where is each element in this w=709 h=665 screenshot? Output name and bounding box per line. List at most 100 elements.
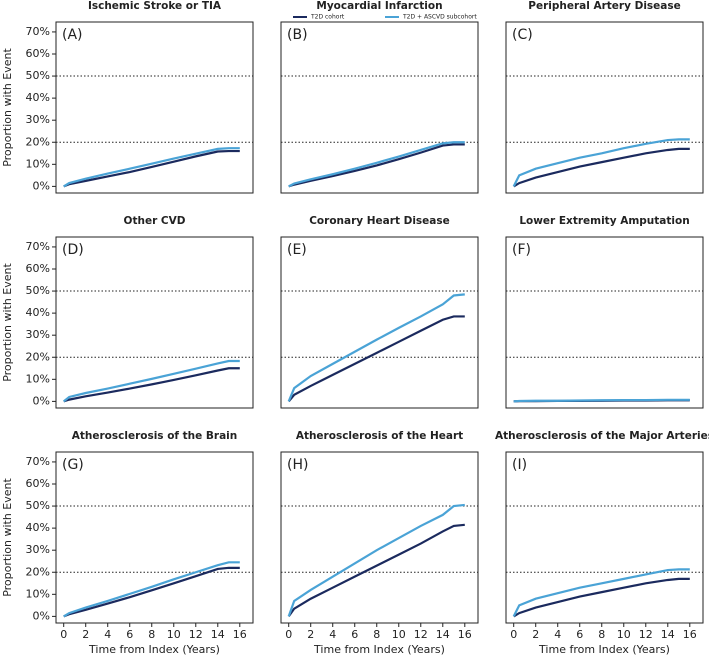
series-line — [63, 367, 240, 403]
y-tick-label: 20% — [26, 350, 50, 363]
y-tick-label: 40% — [26, 91, 50, 104]
series-line — [513, 147, 690, 188]
plot-frame — [55, 21, 254, 194]
x-tick-label: 8 — [373, 628, 380, 641]
x-axis-label: Time from Index (Years) — [88, 643, 220, 656]
x-tick-label: 8 — [598, 628, 605, 641]
x-tick-label: 16 — [458, 628, 472, 641]
series-line — [513, 398, 690, 403]
panel-label: (C) — [512, 27, 533, 43]
series-line — [512, 568, 690, 617]
series-line — [288, 143, 465, 188]
x-tick-label: 6 — [126, 628, 133, 641]
legend-label: T2D cohort — [310, 14, 345, 21]
plot-frame — [280, 21, 479, 194]
panel-title: Atherosclerosis of the Heart — [296, 430, 463, 442]
x-tick-label: 12 — [189, 628, 203, 641]
y-tick-label: 0% — [33, 609, 50, 622]
y-tick-label: 30% — [26, 113, 50, 126]
x-tick-label: 10 — [617, 628, 631, 641]
plot-frame — [505, 236, 704, 409]
x-tick-label: 2 — [532, 628, 539, 641]
plot-frame — [55, 236, 254, 409]
y-tick-label: 10% — [26, 372, 50, 385]
x-tick-label: 2 — [82, 628, 89, 641]
panel-title: Atherosclerosis of the Brain — [72, 430, 238, 442]
panel-title: Peripheral Artery Disease — [528, 0, 681, 12]
series-line — [63, 359, 240, 403]
y-tick-label: 10% — [26, 157, 50, 170]
series-line — [287, 503, 465, 617]
panel-label: (D) — [62, 242, 84, 258]
panel-label: (H) — [287, 457, 308, 473]
y-tick-label: 40% — [26, 306, 50, 319]
plot-frame — [280, 236, 479, 409]
x-tick-label: 4 — [329, 628, 336, 641]
y-tick-label: 70% — [26, 240, 50, 253]
y-axis-label: Proportion with Event — [1, 48, 14, 167]
panel-label: (F) — [512, 242, 531, 258]
y-axis-label: Proportion with Event — [1, 263, 14, 382]
panel-title: Myocardial Infarction — [316, 0, 442, 12]
y-tick-label: 60% — [26, 47, 50, 60]
series-line — [287, 293, 465, 402]
y-axis-label: Proportion with Event — [1, 478, 14, 597]
x-tick-label: 4 — [554, 628, 561, 641]
panel-label: (I) — [512, 457, 527, 473]
plot-frame — [280, 451, 479, 624]
x-tick-label: 14 — [211, 628, 225, 641]
x-tick-label: 6 — [576, 628, 583, 641]
series-line — [513, 577, 690, 618]
x-tick-label: 12 — [639, 628, 653, 641]
x-tick-label: 16 — [233, 628, 247, 641]
panel-label: (E) — [287, 242, 307, 258]
x-tick-label: 10 — [167, 628, 181, 641]
x-tick-label: 12 — [414, 628, 428, 641]
x-tick-label: 0 — [285, 628, 292, 641]
panel-title: Lower Extremity Amputation — [519, 215, 689, 227]
series-line — [287, 315, 465, 403]
panel-title: Ischemic Stroke or TIA — [88, 0, 222, 12]
y-tick-label: 50% — [26, 69, 50, 82]
x-tick-label: 10 — [392, 628, 406, 641]
x-tick-label: 16 — [683, 628, 697, 641]
x-axis-label: Time from Index (Years) — [538, 643, 670, 656]
y-tick-label: 20% — [26, 565, 50, 578]
x-tick-label: 2 — [307, 628, 314, 641]
panel-label: (G) — [62, 457, 84, 473]
series-line — [287, 523, 465, 618]
x-tick-label: 4 — [104, 628, 111, 641]
y-tick-label: 70% — [26, 455, 50, 468]
x-axis-label: Time from Index (Years) — [313, 643, 445, 656]
x-tick-label: 6 — [351, 628, 358, 641]
y-tick-label: 50% — [26, 499, 50, 512]
panel-title: Atherosclerosis of the Major Arteries — [495, 430, 709, 442]
y-tick-label: 30% — [26, 328, 50, 341]
series-line — [512, 138, 690, 187]
panel-label: (B) — [287, 27, 308, 43]
y-tick-label: 10% — [26, 587, 50, 600]
legend-label: T2D + ASCVD subcohort — [402, 14, 477, 21]
series-line — [288, 141, 465, 188]
y-tick-label: 20% — [26, 135, 50, 148]
plot-frame — [505, 21, 704, 194]
y-tick-label: 0% — [33, 179, 50, 192]
panel-label: (A) — [62, 27, 83, 43]
x-tick-label: 14 — [436, 628, 450, 641]
y-tick-label: 60% — [26, 477, 50, 490]
panel-title: Other CVD — [124, 215, 186, 227]
x-tick-label: 8 — [148, 628, 155, 641]
series-line — [63, 566, 240, 618]
x-tick-label: 0 — [510, 628, 517, 641]
series-line — [63, 149, 240, 188]
plot-frame — [55, 451, 254, 624]
panel-title: Coronary Heart Disease — [309, 215, 450, 227]
y-tick-label: 70% — [26, 25, 50, 38]
y-tick-label: 30% — [26, 543, 50, 556]
plot-frame — [505, 451, 704, 624]
y-tick-label: 50% — [26, 284, 50, 297]
y-tick-label: 40% — [26, 521, 50, 534]
series-line — [63, 561, 240, 618]
series-line — [63, 147, 240, 188]
